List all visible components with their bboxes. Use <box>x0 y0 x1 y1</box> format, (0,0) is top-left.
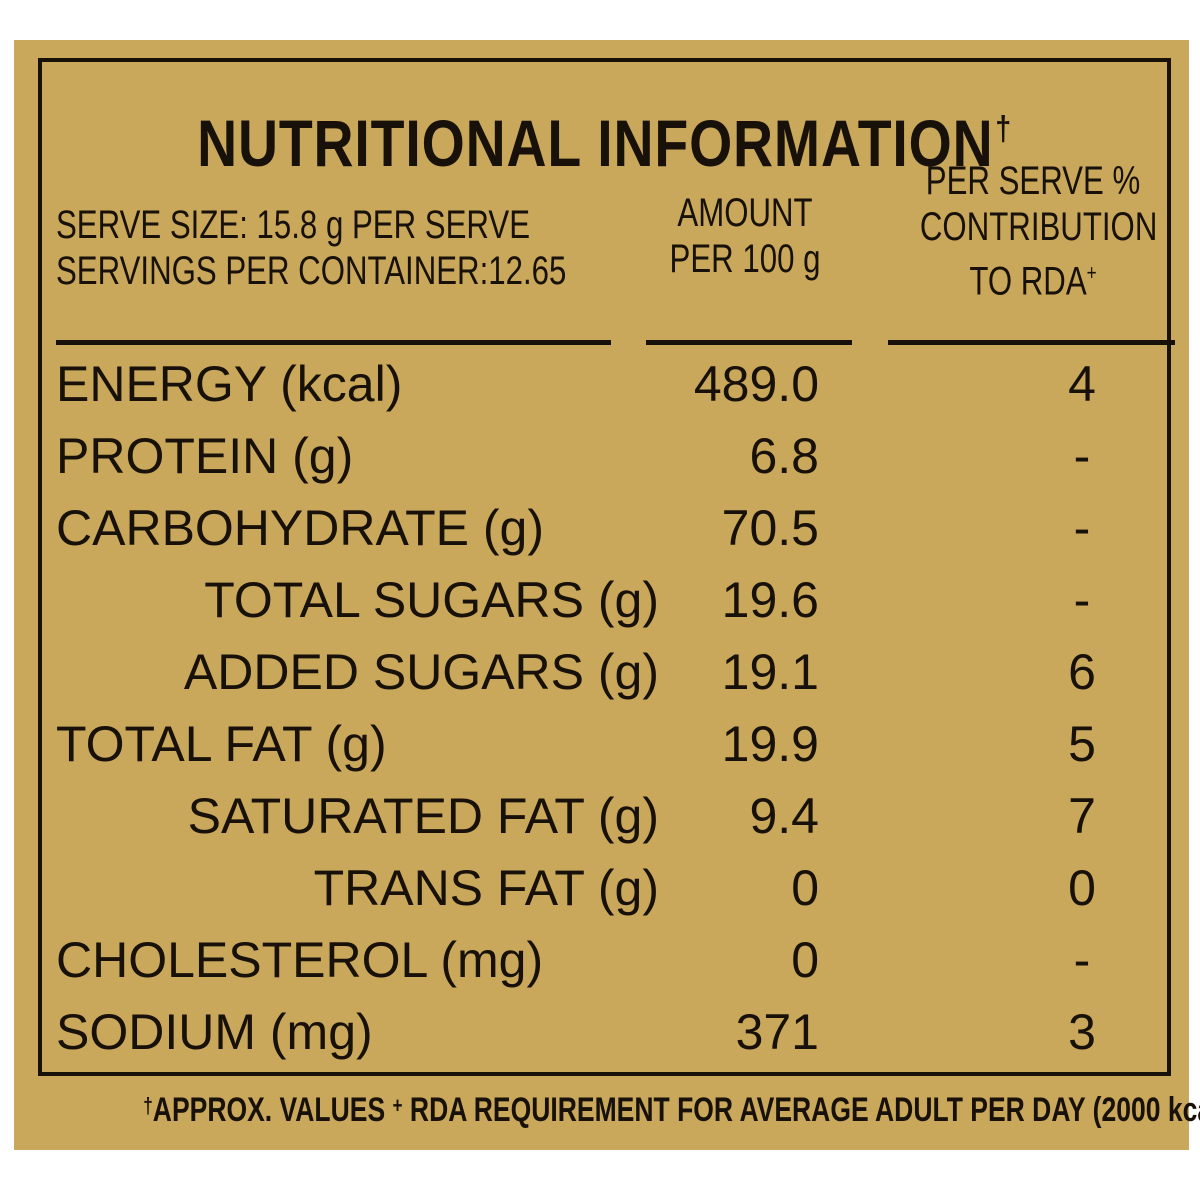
rda-header-line3: TO RDA <box>969 259 1087 304</box>
footnote-mark-plus: + <box>392 1093 403 1118</box>
nutrient-name: CHOLESTEROL (mg) <box>56 932 544 988</box>
title-text: NUTRITIONAL INFORMATION <box>197 106 994 180</box>
nutrient-rows: ENERGY (kcal) 489.0 4 PROTEIN (g) 6.8- CARBOH… <box>42 348 1167 1068</box>
footnote-approx: APPROX. VALUES <box>152 1091 386 1129</box>
rda-footnote-mark: + <box>1086 260 1097 285</box>
header-divider-middle <box>646 340 852 345</box>
table-row: PROTEIN (g) 6.8 - <box>42 420 1167 492</box>
amount-header-line2: PER 100 g <box>669 237 821 281</box>
nutrient-amount: 70.5 <box>721 500 819 556</box>
nutrient-amount: 19.1 <box>721 644 819 700</box>
nutrient-name: PROTEIN (g) <box>56 428 354 484</box>
nutrient-name: TRANS FAT (g) <box>313 860 659 916</box>
footnote: †APPROX. VALUES + RDA REQUIREMENT FOR AV… <box>143 1084 1200 1132</box>
nutrient-rda: - <box>1073 572 1091 628</box>
title-footnote-mark: † <box>995 110 1012 148</box>
nutrient-name: ENERGY (kcal) <box>56 356 403 412</box>
nutrient-amount: 9.4 <box>749 788 819 844</box>
nutrient-amount: 371 <box>735 1004 819 1060</box>
table-row: TOTAL SUGARS (g) 19.6 - <box>42 564 1167 636</box>
nutrient-rda: - <box>1073 932 1091 988</box>
nutrient-rda: - <box>1073 500 1091 556</box>
nutrient-name: SATURATED FAT (g) <box>187 788 659 844</box>
nutrient-amount: 19.6 <box>721 572 819 628</box>
nutrient-name: CARBOHYDRATE (g) <box>56 500 545 556</box>
nutrient-name: SODIUM (mg) <box>56 1004 373 1060</box>
serve-size: SERVE SIZE: 15.8 g PER SERVE <box>56 203 531 247</box>
table-row: SATURATED FAT (g) 9.4 7 <box>42 780 1167 852</box>
nutrient-rda: 0 <box>1068 860 1096 916</box>
table-title: NUTRITIONAL INFORMATION† <box>132 94 1077 178</box>
nutrient-name: TOTAL FAT (g) <box>56 716 387 772</box>
nutrient-amount: 0 <box>791 860 819 916</box>
nutrient-rda: - <box>1073 428 1091 484</box>
table-row: SODIUM (mg) 371 3 <box>42 996 1167 1068</box>
rda-header-line1: PER SERVE % <box>925 159 1141 203</box>
table-row: CHOLESTEROL (mg) 0 - <box>42 924 1167 996</box>
table-row: TRANS FAT (g) 0 0 <box>42 852 1167 924</box>
table-row: ADDED SUGARS (g) 19.1 6 <box>42 636 1167 708</box>
serving-info: SERVE SIZE: 15.8 g PER SERVE SERVINGS PE… <box>56 202 566 294</box>
nutrition-table-frame: NUTRITIONAL INFORMATION† SERVE SIZE: 15.… <box>38 58 1175 1076</box>
header-divider-right <box>888 340 1175 345</box>
footnote-mark-dagger: † <box>143 1093 153 1118</box>
nutrient-name: ADDED SUGARS (g) <box>183 644 659 700</box>
header-divider-left <box>56 340 611 345</box>
nutrient-rda: 6 <box>1068 644 1096 700</box>
nutrient-amount: 6.8 <box>749 428 819 484</box>
amount-column-header: AMOUNT PER 100 g <box>662 190 829 282</box>
nutrient-rda: 4 <box>1068 356 1096 412</box>
nutrient-rda: 7 <box>1068 788 1096 844</box>
footnote-rda: RDA REQUIREMENT FOR AVERAGE ADULT PER DA… <box>409 1091 1200 1129</box>
nutrient-rda: 5 <box>1068 716 1096 772</box>
table-row: CARBOHYDRATE (g) 70.5 - <box>42 492 1167 564</box>
rda-column-header: PER SERVE % CONTRIBUTION TO RDA+ <box>919 158 1158 304</box>
table-row: TOTAL FAT (g) 19.9 5 <box>42 708 1167 780</box>
nutrient-name: TOTAL SUGARS (g) <box>204 572 659 628</box>
nutrition-label: NUTRITIONAL INFORMATION† SERVE SIZE: 15.… <box>14 40 1200 1150</box>
nutrient-amount: 0 <box>791 932 819 988</box>
nutrient-amount: 19.9 <box>721 716 819 772</box>
nutrient-amount: 489.0 <box>693 356 819 412</box>
nutrient-rda: 3 <box>1068 1004 1096 1060</box>
servings-per-container: SERVINGS PER CONTAINER:12.65 <box>56 249 567 293</box>
amount-header-line1: AMOUNT <box>677 191 813 235</box>
table-row: ENERGY (kcal) 489.0 4 <box>42 348 1167 420</box>
rda-header-line2: CONTRIBUTION <box>919 205 1158 249</box>
